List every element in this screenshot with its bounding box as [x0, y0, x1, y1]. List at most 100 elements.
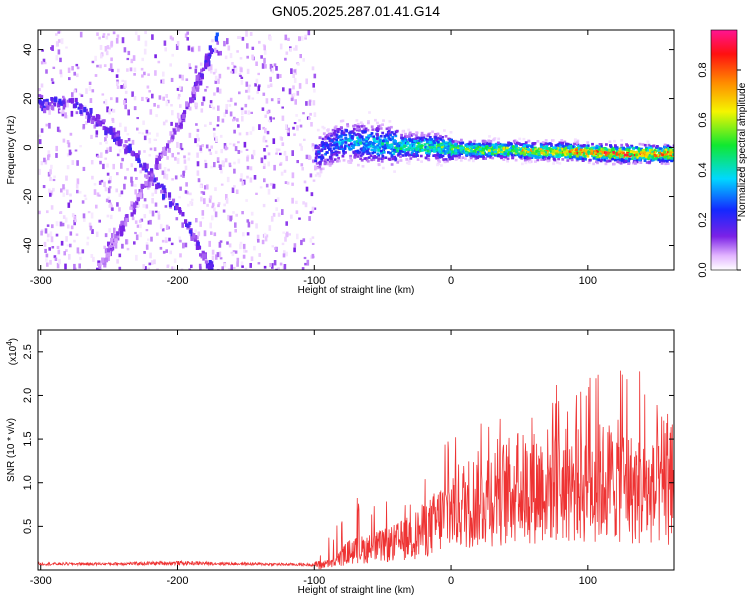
tone-cell: [472, 142, 476, 146]
tone-cell: [391, 157, 395, 161]
tone-cell: [649, 154, 653, 157]
tone-cell: [601, 151, 605, 154]
noise-cell: [74, 219, 77, 223]
tone-cell: [321, 137, 325, 141]
noise-cell: [90, 160, 94, 165]
noise-cell: [135, 254, 138, 261]
noise-cell: [176, 41, 180, 46]
noise-cell: [140, 218, 144, 222]
noise-cell: [55, 221, 59, 227]
tone-cell: [598, 143, 602, 146]
tone-cell: [350, 144, 354, 148]
tone-cell: [525, 155, 529, 159]
tone-cell: [368, 142, 371, 145]
noise-cell: [274, 247, 277, 250]
tone-cell: [334, 129, 337, 133]
tone-cell: [428, 146, 432, 149]
tone-cell: [620, 147, 624, 151]
noise-cell: [156, 132, 159, 137]
trace-cell: [87, 115, 91, 121]
tone-cell: [577, 152, 581, 155]
tone-cell: [642, 149, 645, 152]
tone-cell: [558, 155, 561, 158]
tone-cell: [622, 151, 625, 155]
noise-cell: [293, 122, 297, 125]
tone-cell: [381, 166, 385, 170]
noise-cell: [199, 266, 202, 270]
tone-cell: [497, 137, 501, 141]
noise-cell: [194, 243, 198, 246]
noise-cell: [229, 215, 232, 222]
noise-cell: [291, 172, 295, 179]
noise-cell: [161, 228, 165, 232]
noise-cell: [209, 121, 212, 125]
noise-cell: [269, 83, 273, 88]
noise-cell: [281, 209, 284, 215]
tone-cell: [540, 151, 544, 155]
noise-cell: [65, 236, 68, 242]
noise-cell: [76, 160, 79, 166]
noise-cell: [232, 250, 236, 253]
noise-cell: [112, 31, 116, 35]
tone-cell: [392, 140, 396, 144]
noise-cell: [187, 152, 191, 156]
noise-cell: [310, 122, 313, 127]
tone-cell: [622, 155, 625, 159]
noise-cell: [230, 264, 233, 270]
noise-cell: [118, 193, 122, 197]
tone-cell: [396, 144, 399, 148]
tone-cell: [476, 145, 480, 148]
noise-cell: [201, 144, 204, 148]
snr-y-ticks: 0.51.01.52.02.5: [22, 344, 674, 534]
noise-cell: [171, 266, 174, 270]
tone-cell: [531, 154, 535, 157]
noise-cell: [100, 179, 104, 183]
tone-cell: [370, 125, 374, 128]
tone-cell: [580, 146, 583, 149]
noise-cell: [96, 64, 99, 68]
noise-cell: [38, 168, 41, 175]
tone-cell: [513, 149, 516, 153]
noise-cell: [178, 74, 182, 79]
noise-cell: [284, 181, 288, 184]
tone-cell: [552, 146, 556, 149]
tone-cell: [437, 148, 441, 151]
trace-cell: [61, 100, 65, 105]
noise-cell: [120, 162, 123, 169]
noise-cell: [280, 171, 284, 176]
tone-cell: [393, 142, 397, 146]
noise-cell: [166, 264, 170, 268]
trace-cell: [210, 268, 214, 270]
tone-cell: [666, 162, 670, 165]
noise-cell: [48, 106, 52, 110]
noise-cell: [138, 131, 141, 134]
tone-cell: [362, 149, 366, 153]
noise-cell: [46, 233, 50, 238]
noise-cell: [154, 54, 157, 59]
tone-cell: [357, 138, 361, 141]
snr-frame: [37, 329, 675, 571]
colorbar-tick-label: 0.0: [697, 262, 709, 277]
tone-cell: [422, 135, 426, 139]
tone-cell: [381, 142, 384, 146]
noise-cell: [240, 67, 243, 73]
tone-cell: [459, 146, 463, 150]
noise-cell: [153, 103, 156, 107]
noise-cell: [148, 154, 152, 157]
tone-cell: [475, 146, 479, 150]
noise-cell: [178, 85, 182, 91]
noise-cell: [271, 245, 275, 248]
tone-cell: [362, 148, 366, 151]
noise-cell: [204, 159, 207, 163]
noise-cell: [145, 244, 149, 250]
noise-cell: [236, 118, 239, 122]
noise-cell: [241, 181, 245, 186]
x-tick-label: 100: [579, 575, 597, 587]
noise-cell: [245, 89, 248, 93]
tone-cell: [566, 152, 569, 156]
tone-cell: [329, 132, 333, 136]
tone-cell: [446, 144, 450, 148]
tone-cell: [340, 129, 344, 133]
noise-cell: [309, 173, 313, 178]
noise-cell: [171, 53, 174, 57]
